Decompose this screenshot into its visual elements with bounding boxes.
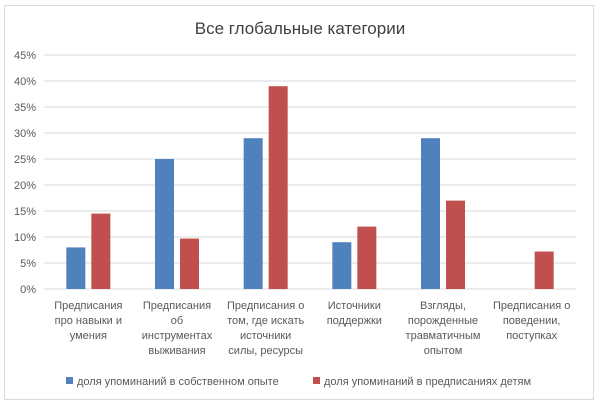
bar-child-prescriptions xyxy=(268,86,288,289)
x-tick-label: Источники поддержки xyxy=(327,300,382,327)
y-tick-label: 10% xyxy=(14,232,36,244)
bar-own-experience xyxy=(421,138,440,289)
y-tick-label: 35% xyxy=(14,102,36,114)
x-tick-label: Предписания о поведении, поступках xyxy=(493,300,570,342)
y-tick-label: 30% xyxy=(14,128,36,140)
legend-label: доля упоминаний в предписаниях детям xyxy=(324,376,531,388)
bar-own-experience xyxy=(243,138,263,289)
bar-own-experience xyxy=(66,247,86,289)
y-tick-label: 45% xyxy=(14,50,36,62)
bar-child-prescriptions xyxy=(91,213,111,289)
x-tick-label: Предписания о том, где искать источники сил… xyxy=(227,300,305,357)
legend-swatch xyxy=(313,377,320,384)
bar-child-prescriptions xyxy=(534,251,554,289)
y-tick-label: 0% xyxy=(20,284,36,296)
bar-child-prescriptions xyxy=(180,238,199,289)
y-tick-label: 15% xyxy=(14,206,36,218)
y-tick-label: 5% xyxy=(20,258,36,270)
x-tick-label: Предписания про навыки и умения xyxy=(54,300,122,342)
bar-own-experience xyxy=(332,242,352,289)
x-tick-label: Взгляды, порожденные травматичным опытом xyxy=(406,300,481,357)
y-tick-label: 25% xyxy=(14,154,36,166)
y-tick-label: 40% xyxy=(14,76,36,88)
x-tick-label: Предписания об инструментах выживания xyxy=(142,300,213,357)
legend-swatch xyxy=(66,377,73,384)
bar-child-prescriptions xyxy=(446,200,465,289)
chart-title: Все глобальные категории xyxy=(195,19,405,38)
bar-own-experience xyxy=(155,159,174,289)
legend-label: доля упоминаний в собственном опыте xyxy=(77,376,279,388)
chart-frame xyxy=(4,5,594,400)
bar-child-prescriptions xyxy=(357,226,377,289)
y-tick-label: 20% xyxy=(14,180,36,192)
